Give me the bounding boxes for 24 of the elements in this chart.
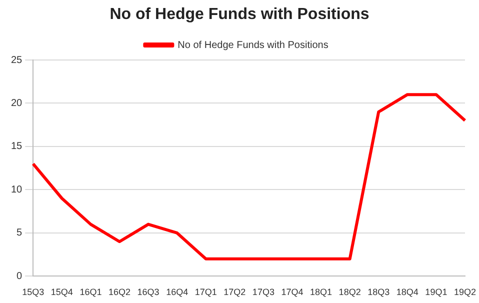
x-tick-label: 18Q2: [338, 287, 361, 298]
x-tick-label: 16Q3: [137, 287, 160, 298]
x-tick-label: 17Q1: [194, 287, 217, 298]
x-tick-label: 18Q1: [310, 287, 332, 298]
x-tick-label: 16Q2: [108, 287, 131, 298]
y-tick-label: 5: [16, 228, 23, 239]
x-tick-label: 15Q4: [50, 287, 73, 298]
x-tick-label: 16Q4: [166, 287, 188, 298]
x-tick-label: 17Q2: [224, 287, 246, 298]
x-tick-label: 15Q3: [22, 287, 44, 298]
chart-title: No of Hedge Funds with Positions: [108, 6, 370, 24]
x-tick-label: 19Q2: [454, 287, 476, 298]
x-tick-label: 18Q3: [368, 287, 390, 298]
x-tick-label: 16Q1: [80, 287, 102, 298]
y-tick-label: 25: [11, 54, 23, 66]
x-tick-label: 17Q4: [281, 287, 304, 298]
x-tick-label: 18Q4: [396, 287, 418, 298]
y-tick-label: 10: [11, 184, 23, 196]
legend-label: No of Hedge Funds with Positions: [178, 40, 328, 51]
y-tick-label: 15: [11, 141, 23, 152]
x-tick-label: 17Q3: [252, 287, 274, 298]
y-tick-label: 0: [16, 270, 23, 282]
x-tick-label: 19Q1: [425, 287, 448, 298]
y-tick-label: 20: [11, 98, 23, 109]
